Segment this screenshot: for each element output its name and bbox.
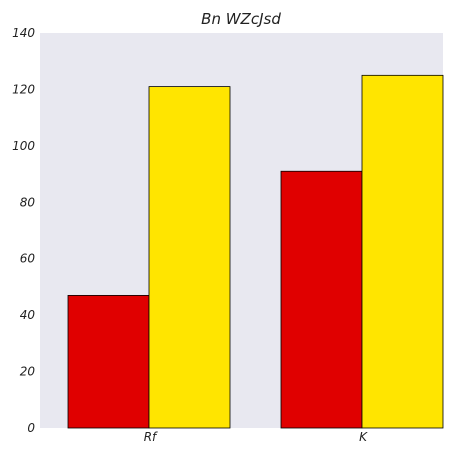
y-tick-label: 140 (12, 26, 35, 40)
x-tick-label: K (359, 430, 368, 444)
y-tick-label: 100 (12, 139, 35, 153)
y-tick-label: 0 (27, 421, 35, 435)
y-axis-ticks: 0 20 40 60 80 100 120 140 (12, 26, 35, 435)
y-tick-label: 20 (20, 365, 36, 379)
y-tick-label: 120 (12, 82, 35, 96)
bars-layer (67, 74, 444, 429)
y-tick-label: 40 (20, 308, 36, 322)
x-tick-label: Rf (144, 430, 158, 444)
y-tick-label: 80 (20, 195, 36, 209)
x-axis-ticks: Rf K (144, 430, 368, 444)
y-tick-label: 60 (20, 252, 36, 266)
bar (148, 86, 231, 429)
chart-title: Bn WZcJsd (201, 10, 281, 28)
bar (361, 74, 444, 429)
bar (280, 170, 363, 429)
bar (67, 294, 150, 429)
